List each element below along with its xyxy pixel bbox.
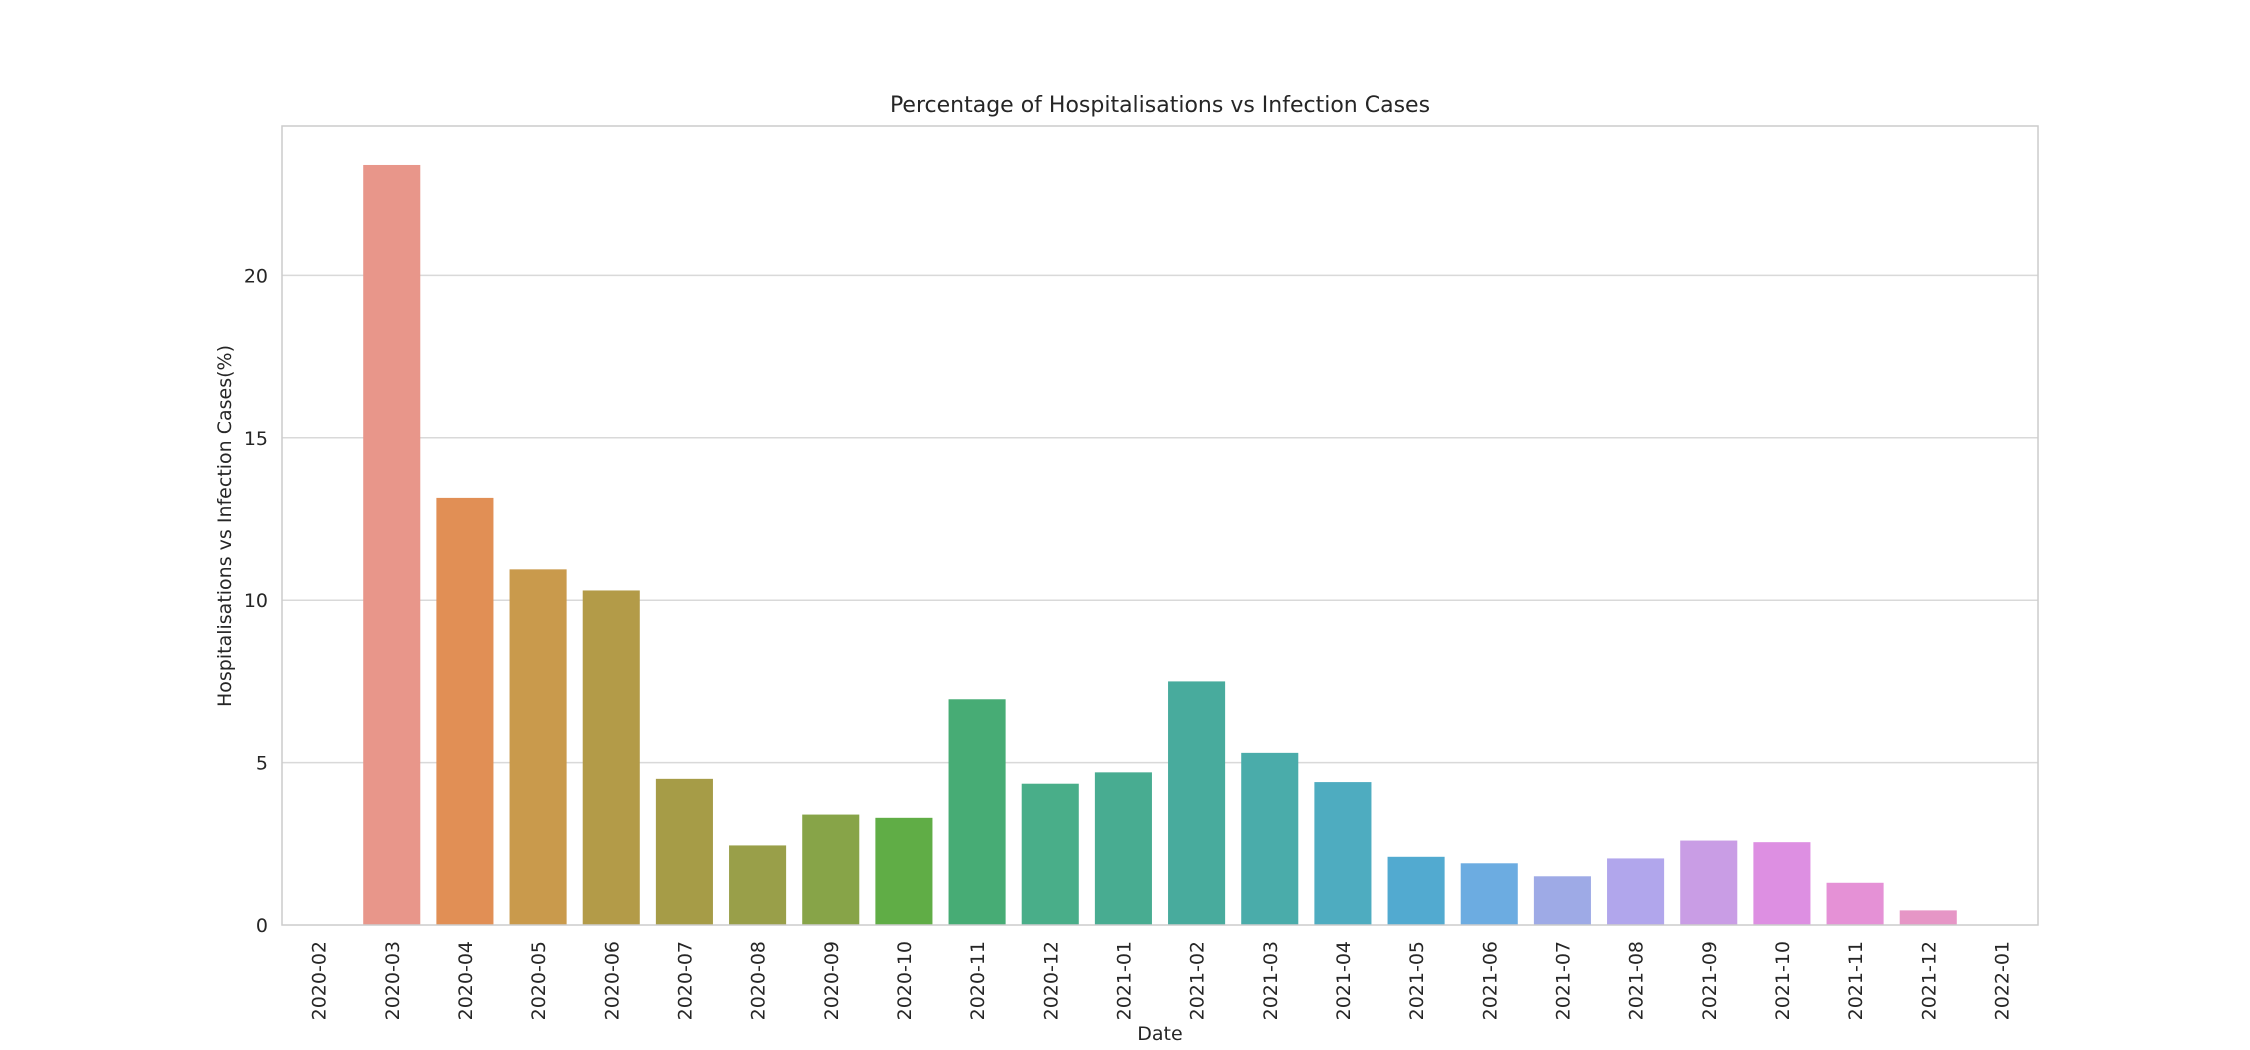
x-tick-label: 2020-04 bbox=[455, 941, 477, 1020]
x-tick-label: 2021-05 bbox=[1406, 941, 1428, 1020]
bar-2021-12 bbox=[1899, 910, 1957, 925]
x-tick-label: 2021-04 bbox=[1333, 941, 1355, 1020]
y-tick-labels: 0 5 10 15 20 bbox=[244, 265, 268, 937]
bar-2020-06 bbox=[582, 590, 640, 925]
x-tick-label: 2021-09 bbox=[1699, 941, 1721, 1020]
y-axis-label: Hospitalisations vs Infection Cases(%) bbox=[214, 345, 236, 707]
x-tick-label: 2021-10 bbox=[1772, 941, 1794, 1020]
bar-2020-03 bbox=[363, 164, 421, 926]
x-tick-label: 2020-08 bbox=[748, 941, 770, 1020]
bar-2021-06 bbox=[1460, 863, 1518, 925]
bar-2020-07 bbox=[655, 778, 713, 925]
x-tick-label: 2021-01 bbox=[1113, 941, 1135, 1020]
x-tick-label: 2020-06 bbox=[601, 941, 623, 1020]
x-tick-label: 2020-05 bbox=[528, 941, 550, 1020]
plot-frame bbox=[281, 125, 2039, 926]
x-tick-label: 2020-11 bbox=[967, 941, 989, 1020]
gridlines bbox=[282, 274, 2038, 764]
bar-2020-10 bbox=[875, 817, 933, 925]
y-tick-label: 20 bbox=[244, 265, 268, 287]
x-tick-label: 2021-12 bbox=[1918, 941, 1940, 1020]
bar-2020-08 bbox=[729, 845, 787, 925]
bar-2021-04 bbox=[1314, 782, 1372, 925]
x-tick-label: 2021-11 bbox=[1845, 941, 1867, 1020]
x-tick-label: 2021-07 bbox=[1552, 941, 1574, 1020]
bar-2020-11 bbox=[948, 699, 1006, 925]
x-tick-label: 2020-10 bbox=[894, 941, 916, 1020]
x-tick-label: 2022-01 bbox=[1991, 941, 2013, 1020]
x-tick-label: 2020-07 bbox=[674, 941, 696, 1020]
bar-2021-10 bbox=[1753, 842, 1811, 925]
x-tick-label: 2021-08 bbox=[1626, 941, 1648, 1020]
bar-2021-08 bbox=[1607, 858, 1665, 925]
x-tick-labels: 2020-02 2020-03 2020-04 2020-05 2020-06 2020-… bbox=[309, 941, 2014, 1020]
bar-2020-05 bbox=[509, 569, 567, 925]
y-tick-label: 10 bbox=[244, 590, 268, 612]
x-tick-label: 2020-12 bbox=[1040, 941, 1062, 1020]
x-tick-label: 2020-02 bbox=[309, 941, 331, 1020]
x-tick-label: 2020-03 bbox=[382, 941, 404, 1020]
bar-2021-07 bbox=[1533, 876, 1591, 925]
bar-2020-04 bbox=[436, 497, 494, 925]
x-tick-label: 2021-03 bbox=[1260, 941, 1282, 1020]
bars bbox=[363, 164, 1957, 926]
y-tick-label: 0 bbox=[256, 915, 268, 937]
bar-2021-05 bbox=[1387, 856, 1445, 925]
bar-2021-11 bbox=[1826, 882, 1884, 925]
bar-2020-09 bbox=[802, 814, 860, 925]
y-tick-label: 15 bbox=[244, 428, 268, 450]
bar-2021-02 bbox=[1168, 681, 1226, 925]
chart-title: Percentage of Hospitalisations vs Infect… bbox=[890, 93, 1430, 118]
bar-2020-12 bbox=[1021, 783, 1079, 925]
y-tick-label: 5 bbox=[256, 753, 268, 775]
bar-2021-03 bbox=[1241, 752, 1299, 925]
x-axis-label: Date bbox=[1137, 1023, 1182, 1045]
bar-2021-01 bbox=[1094, 772, 1152, 925]
bar-2021-09 bbox=[1680, 840, 1738, 925]
x-tick-label: 2020-09 bbox=[821, 941, 843, 1020]
x-tick-label: 2021-02 bbox=[1187, 941, 1209, 1020]
x-tick-label: 2021-06 bbox=[1479, 941, 1501, 1020]
